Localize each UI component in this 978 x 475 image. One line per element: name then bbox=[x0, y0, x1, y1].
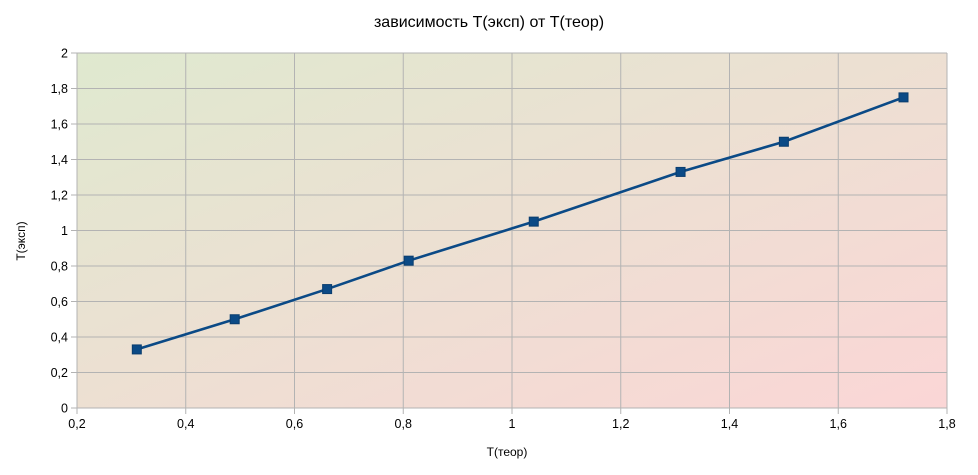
y-tick-label: 1,2 bbox=[51, 189, 68, 203]
data-point-marker bbox=[403, 255, 414, 266]
x-axis-label: T(теор) bbox=[487, 445, 528, 459]
y-tick-label: 2 bbox=[61, 47, 68, 61]
chart-title: зависимость T(эксп) от T(теор) bbox=[374, 14, 604, 31]
data-point-marker bbox=[131, 344, 142, 355]
grid-lines bbox=[76, 52, 948, 409]
x-tick-label: 0,8 bbox=[395, 417, 412, 431]
data-point-marker bbox=[778, 136, 789, 147]
series-layer bbox=[131, 92, 909, 355]
y-tick-label: 1 bbox=[61, 224, 68, 238]
x-tick-label: 0,4 bbox=[177, 417, 194, 431]
x-tick-label: 1,8 bbox=[938, 417, 955, 431]
x-tick-label: 1,4 bbox=[721, 417, 738, 431]
x-tick-label: 0,6 bbox=[286, 417, 303, 431]
data-point-marker bbox=[528, 216, 539, 227]
data-point-marker bbox=[675, 166, 686, 177]
y-tick-label: 0,6 bbox=[51, 295, 68, 309]
y-tick-label: 0 bbox=[61, 402, 68, 416]
x-tick-label: 1,2 bbox=[612, 417, 629, 431]
y-tick-label: 0,4 bbox=[51, 331, 68, 345]
y-tick-label: 0,2 bbox=[51, 366, 68, 380]
x-tick-label: 1,6 bbox=[830, 417, 847, 431]
data-point-marker bbox=[229, 314, 240, 325]
y-tick-label: 1,6 bbox=[51, 118, 68, 132]
series-line bbox=[136, 96, 904, 351]
x-tick-label: 1 bbox=[509, 417, 516, 431]
data-point-marker bbox=[322, 284, 333, 295]
tick-labels: 00,20,40,60,811,21,41,61,820,2 0,4 0,6 0,8 1… bbox=[51, 47, 956, 432]
x-tick-label: 0,2 bbox=[68, 417, 85, 431]
y-tick-label: 1,8 bbox=[51, 82, 68, 96]
y-tick-label: 1,4 bbox=[51, 153, 68, 167]
data-point-marker bbox=[898, 92, 909, 103]
y-axis-label: T(эксп) bbox=[14, 221, 28, 260]
axes bbox=[71, 52, 948, 414]
y-tick-label: 0,8 bbox=[51, 260, 68, 274]
